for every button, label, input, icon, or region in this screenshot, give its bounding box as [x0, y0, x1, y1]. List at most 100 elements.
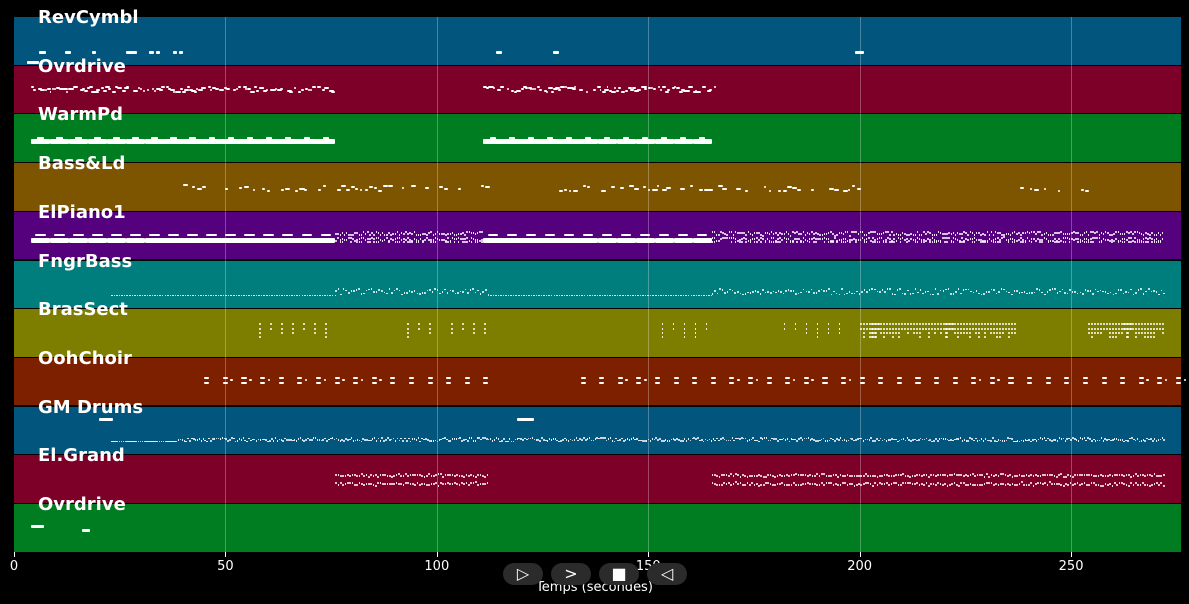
midi-note [1009, 484, 1012, 487]
play-button[interactable]: ▷ [503, 563, 543, 585]
next-button[interactable]: > [551, 563, 591, 585]
midi-note [299, 188, 305, 191]
midi-note [1151, 241, 1153, 244]
midi-note [168, 87, 172, 90]
midi-note [599, 88, 602, 91]
midi-note [1095, 474, 1098, 477]
midi-note [215, 294, 217, 297]
piano-roll-tracks: RevCymbl Ovrdrive WarmPd Bass&Ld ElPiano1 Fng… [14, 8, 1187, 552]
midi-note [644, 440, 646, 442]
track-lane[interactable]: WarmPd [14, 105, 1181, 162]
midi-note [924, 323, 927, 326]
midi-note [689, 439, 692, 442]
track-lane[interactable]: Ovrdrive [14, 495, 1181, 552]
midi-note [647, 438, 650, 441]
midi-note [868, 439, 871, 441]
midi-note [896, 381, 902, 384]
midi-note [87, 237, 108, 243]
midi-note [734, 481, 737, 484]
midi-note [378, 289, 380, 291]
midi-note [796, 241, 798, 244]
midi-note [604, 437, 606, 440]
midi-note [878, 439, 880, 442]
track-lane[interactable]: Ovrdrive [14, 56, 1181, 114]
midi-note [75, 86, 79, 89]
midi-note [369, 185, 374, 188]
midi-note [862, 482, 865, 485]
midi-note [693, 294, 695, 297]
midi-note [156, 87, 161, 90]
midi-note [291, 294, 293, 297]
midi-note [692, 376, 698, 379]
midi-note [1070, 439, 1072, 441]
midi-note [701, 438, 703, 441]
midi-note [945, 336, 948, 339]
midi-note [832, 233, 834, 236]
stop-button[interactable]: ■ [599, 563, 639, 585]
midi-note [1013, 241, 1016, 244]
track-lane[interactable]: FngrBass [14, 251, 1181, 308]
track-lane[interactable]: ElPiano1 [14, 202, 1181, 260]
midi-note [571, 439, 574, 442]
midi-note [1130, 237, 1132, 240]
midi-note [337, 288, 340, 291]
midi-note [244, 234, 255, 237]
midi-note [777, 290, 780, 292]
midi-note [720, 230, 722, 233]
midi-note [723, 473, 725, 476]
midi-note [1044, 293, 1046, 296]
midi-note [906, 234, 908, 237]
midi-note [318, 189, 322, 192]
midi-note [1138, 381, 1144, 384]
midi-note [619, 439, 621, 441]
midi-note [1088, 483, 1091, 486]
midi-note [723, 438, 726, 441]
midi-note [981, 327, 984, 330]
midi-note [1072, 475, 1074, 478]
midi-note [756, 236, 758, 239]
midi-note [671, 87, 676, 90]
midi-note [944, 482, 946, 485]
midi-note [270, 323, 272, 326]
track-lane[interactable]: OohChoir [14, 348, 1187, 406]
midi-note [393, 289, 396, 292]
back-button[interactable]: ◁ [647, 563, 687, 585]
track-lane[interactable]: Bass&Ld [14, 154, 1181, 211]
midi-note [874, 331, 877, 334]
midi-note [412, 482, 414, 485]
midi-note [154, 89, 156, 92]
midi-note [464, 238, 466, 241]
midi-note [474, 440, 477, 442]
midi-note [1099, 289, 1102, 292]
midi-note [546, 136, 554, 140]
midi-note [1145, 290, 1147, 293]
midi-note [1039, 241, 1041, 244]
midi-note [305, 439, 307, 442]
midi-note [933, 238, 936, 241]
midi-note [1009, 238, 1012, 241]
midi-note [473, 323, 475, 326]
midi-note [986, 327, 990, 330]
midi-note [772, 232, 775, 235]
midi-note [866, 290, 868, 293]
midi-note [336, 188, 342, 191]
midi-note [451, 323, 453, 326]
track-lane[interactable]: RevCymbl [14, 8, 1181, 65]
track-lane[interactable]: BrasSect [14, 300, 1181, 357]
midi-note [874, 238, 876, 241]
midi-note [155, 51, 160, 55]
midi-note [815, 241, 817, 244]
midi-note [1058, 238, 1060, 241]
midi-note [1034, 189, 1040, 192]
midi-note [976, 483, 979, 486]
track-lane[interactable]: El.Grand [14, 446, 1181, 503]
midi-note [963, 323, 966, 326]
track-lane[interactable]: GM Drums [14, 397, 1181, 455]
midi-note [508, 437, 511, 440]
midi-note [863, 233, 866, 236]
midi-note [842, 237, 845, 240]
midi-note [942, 233, 944, 236]
midi-note [177, 91, 181, 94]
midi-note [1156, 323, 1159, 326]
midi-note [929, 238, 931, 241]
